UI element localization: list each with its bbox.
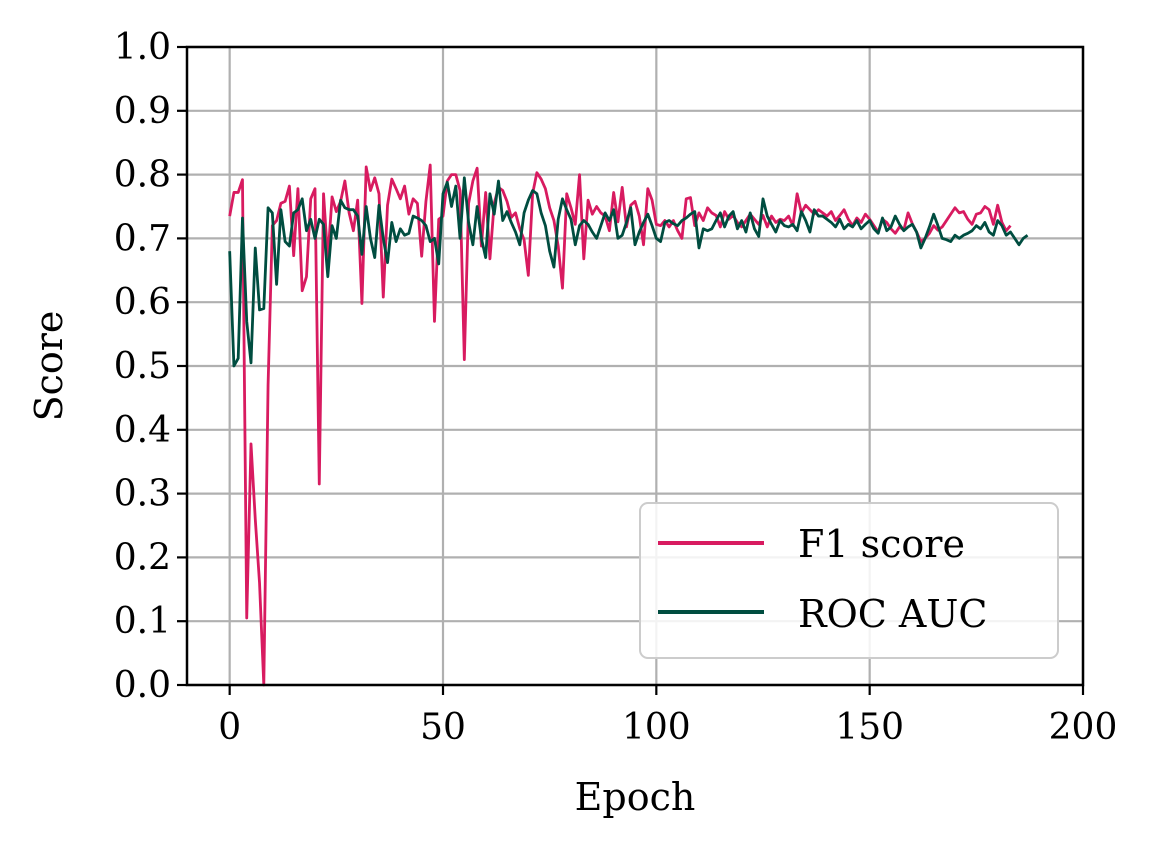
- legend: F1 score ROC AUC: [639, 502, 1059, 659]
- y-tick-label: 0.5: [114, 346, 171, 387]
- y-axis-label: Score: [27, 311, 71, 422]
- y-tick-label: 0.4: [114, 410, 171, 451]
- y-tick-label: 0.6: [114, 282, 171, 323]
- y-tick-label: 1.0: [114, 27, 171, 68]
- y-tick-label: 0.1: [114, 601, 171, 642]
- y-tick-label: 0.7: [114, 218, 171, 259]
- x-axis-label: Epoch: [575, 775, 696, 819]
- legend-label-f1: F1 score: [798, 522, 965, 566]
- x-tick-label: 200: [1049, 707, 1118, 748]
- plot-area: [228, 163, 1029, 687]
- y-tick-label: 0.9: [114, 91, 171, 132]
- y-tick-label: 0.8: [114, 155, 171, 196]
- x-tick-label: 100: [622, 707, 691, 748]
- series-line-roc-auc: [228, 176, 1029, 368]
- y-tick-label: 0.3: [114, 474, 171, 515]
- y-tick-label: 0.2: [114, 537, 171, 578]
- legend-label-roc-auc: ROC AUC: [798, 592, 987, 636]
- x-tick-label: 150: [835, 707, 904, 748]
- x-tick-label: 50: [420, 707, 466, 748]
- x-tick-label: 0: [218, 707, 241, 748]
- ticks: 0 50 100 150 200 0.0 0.1 0.2 0.3 0.4 0.5 0.6 0.7 0.8 0…: [114, 27, 1118, 748]
- y-tick-label: 0.0: [114, 665, 171, 706]
